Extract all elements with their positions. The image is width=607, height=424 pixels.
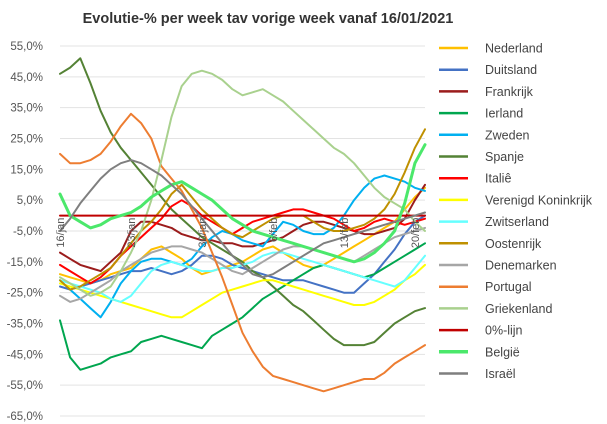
gridlines (60, 45, 425, 417)
x-tick-label: 16/jan (55, 218, 67, 248)
y-tick-label: -65,0% (7, 411, 43, 423)
legend-label: Portugal (485, 280, 532, 294)
series-line-zweden (59, 174, 426, 319)
series-line-duitsland (59, 214, 426, 294)
y-tick-label: -35,0% (7, 319, 43, 331)
y-tick-label: -45,0% (7, 349, 43, 361)
legend-label: Verenigd Koninkrijk (485, 193, 593, 207)
y-tick-label: 15,0% (10, 164, 43, 176)
legend-label: Denemarken (485, 259, 557, 273)
legend-label: Zwitserland (485, 215, 549, 229)
legend-label: Frankrijk (485, 85, 534, 99)
x-tick-label: 6/feb (268, 218, 280, 242)
legend-label: Italiê (485, 172, 511, 186)
legend-label: Zweden (485, 128, 530, 142)
y-tick-label: -25,0% (7, 288, 43, 300)
series-line-itali- (59, 199, 426, 285)
y-tick-label: 5,0% (17, 195, 43, 207)
legend-label: Oostenrijk (485, 237, 542, 251)
series-line-belgi- (58, 143, 427, 264)
series-line-frankrijk (59, 183, 426, 273)
legend-label: Nederland (485, 42, 543, 56)
series-line-nederland (59, 186, 426, 285)
x-tick-label: 20/feb (410, 218, 422, 249)
series-line-oostenrijk (59, 128, 426, 291)
series-line-griekenland (59, 69, 426, 297)
legend-label: Israël (485, 367, 516, 381)
x-axis-ticks: 16/jan 23/jan 30/jan 6/feb 13/feb 20/feb (55, 218, 422, 249)
y-tick-label: -5,0% (13, 226, 43, 238)
x-tick-label: 23/jan (126, 218, 138, 248)
x-tick-label: 30/jan (197, 218, 209, 248)
legend: Nederland Duitsland Frankrijk Ierland Zweden… (439, 42, 593, 381)
y-tick-label: 35,0% (10, 103, 43, 115)
legend-label: Duitsland (485, 63, 537, 77)
legend-label: 0%-lijn (485, 324, 523, 338)
y-tick-label: 55,0% (10, 41, 43, 53)
plot-area (58, 57, 427, 393)
legend-label: Griekenland (485, 302, 552, 316)
legend-label: België (485, 345, 520, 359)
y-tick-label: -55,0% (7, 380, 43, 392)
y-tick-label: 45,0% (10, 72, 43, 84)
series-line-spanje (59, 57, 426, 347)
chart-title: Evolutie-% per week tav vorige week vana… (83, 11, 454, 27)
y-tick-label: 25,0% (10, 134, 43, 146)
series-line-isra-l (59, 159, 426, 279)
y-tick-label: -15,0% (7, 257, 43, 269)
legend-label: Spanje (485, 150, 524, 164)
legend-label: Ierland (485, 107, 523, 121)
series-line-portugal (59, 112, 426, 393)
y-axis-ticks: 55,0% 45,0% 35,0% 25,0% 15,0% 5,0% -5,0% -15,0%… (7, 41, 43, 423)
x-tick-label: 13/feb (339, 218, 351, 249)
